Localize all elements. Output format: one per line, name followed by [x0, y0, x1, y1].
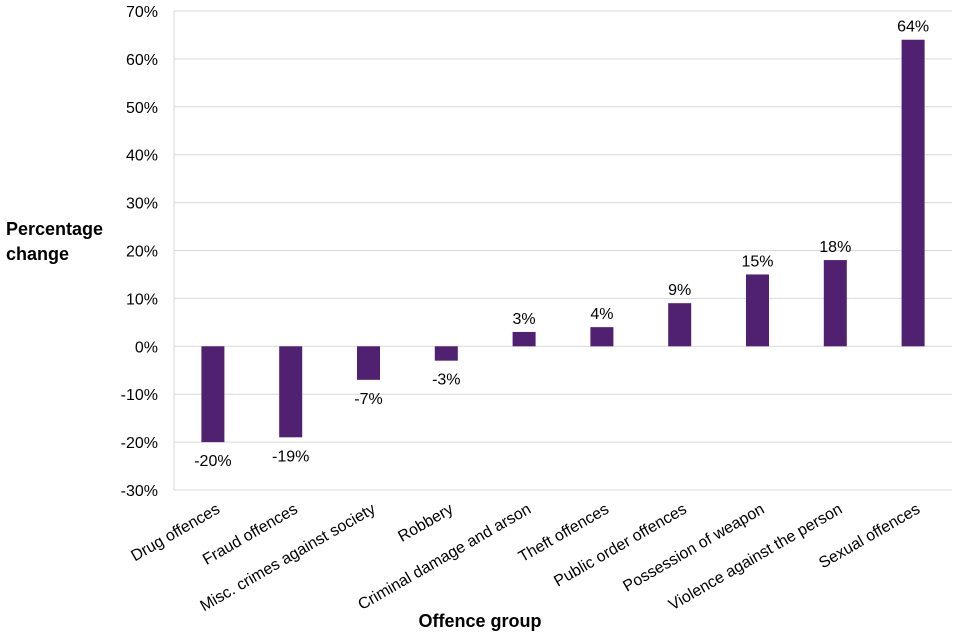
bar [823, 260, 847, 347]
y-axis-title: Percentage change [6, 219, 108, 264]
y-tick-label: 40% [126, 148, 158, 165]
y-tick-label: 20% [126, 244, 158, 261]
y-tick-label: 10% [126, 291, 158, 308]
bar [512, 331, 536, 347]
data-label: -20% [194, 453, 231, 470]
bar [434, 346, 458, 361]
x-axis-title: Offence group [418, 611, 541, 631]
data-label: -7% [354, 391, 382, 408]
bars [201, 39, 925, 443]
data-label: 64% [897, 19, 929, 36]
y-tick-label: 60% [126, 52, 158, 69]
y-tick-labels: -30% -20% -10% 0% 10% 20% 30% 40% 50% 60% 70% [121, 4, 158, 500]
y-tick-label: 30% [126, 196, 158, 213]
data-label: 4% [590, 306, 613, 323]
x-tick-label: Robbery [395, 501, 456, 546]
data-label: 3% [513, 311, 536, 328]
data-label: -19% [272, 448, 309, 465]
x-tick-label: Possession of weapon [620, 501, 767, 596]
data-label: 15% [741, 253, 773, 270]
bar [201, 346, 225, 443]
bar [668, 303, 692, 347]
y-tick-label: 50% [126, 100, 158, 117]
y-tick-label: -20% [121, 435, 158, 452]
bar [357, 346, 380, 380]
y-tick-label: -30% [121, 483, 158, 500]
bar [279, 346, 303, 438]
y-tick-label: 0% [135, 339, 158, 356]
bar [746, 274, 769, 347]
x-tick-label: Public order offences [551, 501, 689, 591]
y-tick-label: 70% [126, 4, 158, 21]
data-label: -3% [432, 372, 460, 389]
data-label: 18% [819, 239, 851, 256]
y-tick-label: -10% [121, 387, 158, 404]
gridlines [173, 10, 952, 491]
bar [590, 327, 614, 347]
data-labels: -20% -19% -7% -3% 3% 4% 9% 15% 18% 64% [194, 19, 929, 470]
y-axis-title-line-2: change [6, 244, 69, 264]
data-label: 9% [668, 282, 691, 299]
bar [901, 39, 925, 347]
y-axis-title-line-1: Percentage [6, 219, 103, 239]
